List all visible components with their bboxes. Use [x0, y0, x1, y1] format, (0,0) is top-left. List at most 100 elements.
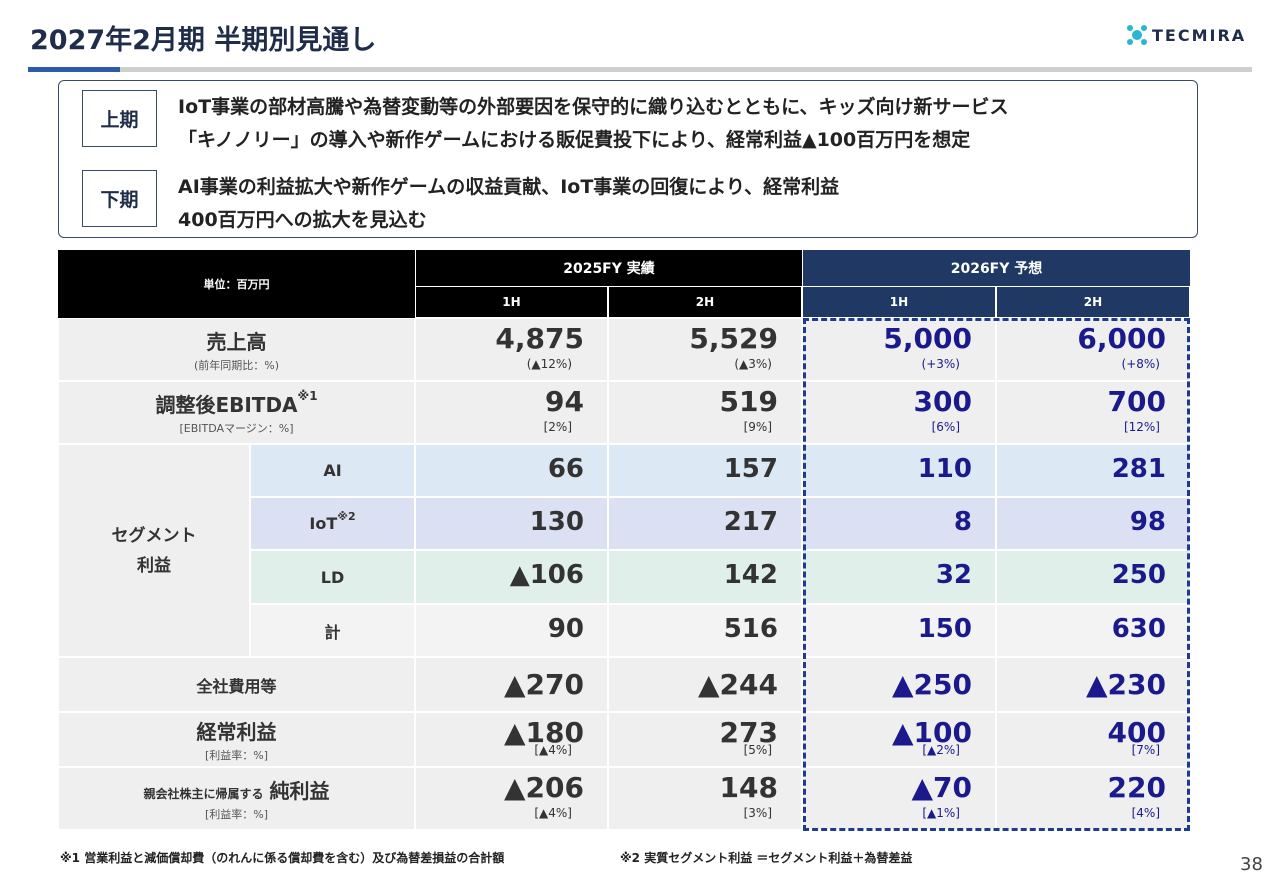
value-cell	[996, 657, 1190, 712]
value: 281	[1111, 453, 1166, 484]
value-cell	[802, 444, 996, 497]
value: ▲70	[911, 771, 973, 804]
value-note: [5%]	[743, 743, 772, 757]
row-label: 調整後EBITDA ※1 [EBITDAマージン：%]	[58, 381, 415, 444]
value: 300	[913, 385, 972, 418]
value-cell	[802, 550, 996, 604]
value-cell	[415, 381, 608, 444]
value: 130	[529, 506, 584, 537]
summary-label: 上期	[82, 90, 157, 147]
segment-label: セグメント 利益	[58, 444, 250, 657]
value-cell	[415, 712, 608, 767]
value: 90	[547, 613, 584, 644]
value-cell	[802, 657, 996, 712]
label-sup: ※1	[297, 389, 318, 403]
label-note: [利益率：%]	[204, 749, 269, 762]
half-header: 1H	[802, 286, 996, 318]
label-note: [EBITDAマージン：%]	[179, 422, 294, 435]
value-cell	[802, 767, 996, 830]
label-main: 経常利益	[196, 720, 277, 744]
value: ▲100	[892, 716, 972, 749]
label-line: 親会社株主に帰属する 純利益	[143, 775, 329, 804]
summary-text: 400百万円への拡大を見込む	[178, 209, 427, 231]
value: 157	[723, 453, 778, 484]
segment-item-label: AI	[250, 444, 415, 497]
value-note: (+8%)	[1121, 357, 1160, 371]
logo-text: TECMIRA	[1152, 26, 1247, 45]
accent-bar	[28, 67, 120, 72]
summary-text: 「キノノリー」の導入や新作ゲームにおける販促費投下により、経常利益▲100百万円…	[178, 129, 971, 151]
summary-label: 下期	[82, 170, 157, 227]
label-note: (前年同期比：%)	[193, 359, 280, 372]
value: ▲230	[1086, 667, 1166, 701]
label-line: 全社費用等	[196, 673, 276, 697]
value-cell	[415, 318, 608, 381]
value: 110	[917, 453, 972, 484]
value: ▲244	[698, 667, 778, 701]
segment-label-line: 利益	[137, 555, 171, 576]
value: 6,000	[1077, 322, 1166, 355]
value-cell	[996, 381, 1190, 444]
value: 8	[953, 506, 972, 537]
segment-item-label: LD	[250, 550, 415, 604]
label-line: 売上高	[207, 326, 267, 355]
value-cell	[802, 318, 996, 381]
value-cell	[996, 604, 1190, 657]
row-label: 経常利益 [利益率：%]	[58, 712, 415, 767]
value-cell	[996, 444, 1190, 497]
value: ▲206	[504, 771, 584, 804]
value-cell	[415, 657, 608, 712]
label-main: LD	[320, 567, 345, 587]
value-cell	[802, 497, 996, 550]
value: 516	[723, 613, 778, 644]
value-cell	[415, 497, 608, 550]
value: 66	[547, 453, 584, 484]
label-main: AI	[323, 461, 342, 480]
value-cell	[415, 444, 608, 497]
half-header: 2H	[996, 286, 1190, 318]
value: 217	[723, 506, 778, 537]
value-cell	[608, 550, 802, 604]
value-note: [▲1%]	[922, 806, 960, 820]
summary-box	[58, 80, 1198, 238]
value: ▲180	[504, 716, 584, 749]
segment-item-label: IoT ※2	[250, 497, 415, 550]
page-number: 38	[1240, 854, 1263, 875]
summary-text: IoT事業の部材高騰や為替変動等の外部要因を保守的に織り込むとともに、キッズ向け…	[178, 96, 1009, 118]
value-cell	[996, 497, 1190, 550]
value-note: [2%]	[543, 420, 572, 434]
value-cell	[802, 604, 996, 657]
label-line: 調整後EBITDA ※1	[155, 389, 317, 418]
label-line: 経常利益	[197, 716, 277, 745]
segment-label-line: セグメント	[111, 525, 197, 546]
label-main: IoT	[309, 514, 338, 533]
value-cell	[608, 381, 802, 444]
value-note: [▲4%]	[534, 743, 572, 757]
summary-text: AI事業の利益拡大や新作ゲームの収益貢献、IoT事業の回復により、経常利益	[178, 176, 840, 198]
title: 2027年2月期 半期別見通し	[30, 25, 377, 56]
value: 250	[1111, 560, 1166, 590]
value-note: [12%]	[1123, 420, 1160, 434]
footnote: ※1 営業利益と減価償却費（のれんに係る償却費を含む）及び為替差損益の合計額	[60, 851, 505, 865]
value-cell	[608, 497, 802, 550]
segment-item-label: 計	[250, 604, 415, 657]
value: 148	[719, 771, 778, 804]
value-cell	[415, 604, 608, 657]
value: 5,000	[883, 322, 972, 355]
value: ▲106	[509, 560, 584, 590]
value-cell	[608, 767, 802, 830]
rule	[120, 67, 1252, 72]
logo-mark	[1127, 25, 1147, 45]
unit-cell: 単位：百万円	[58, 250, 415, 318]
value-note: [4%]	[1131, 806, 1160, 820]
value-note: (▲3%)	[734, 357, 772, 371]
group-header: 2025FY 実績	[415, 250, 802, 286]
label-prefix: 親会社株主に帰属する	[143, 787, 264, 801]
value-cell	[802, 712, 996, 767]
forecast-highlight	[803, 318, 1190, 831]
value: 400	[1107, 716, 1166, 749]
value: 98	[1129, 506, 1166, 537]
value: ▲270	[504, 667, 584, 701]
value-cell	[608, 712, 802, 767]
value-note: [7%]	[1131, 743, 1160, 757]
